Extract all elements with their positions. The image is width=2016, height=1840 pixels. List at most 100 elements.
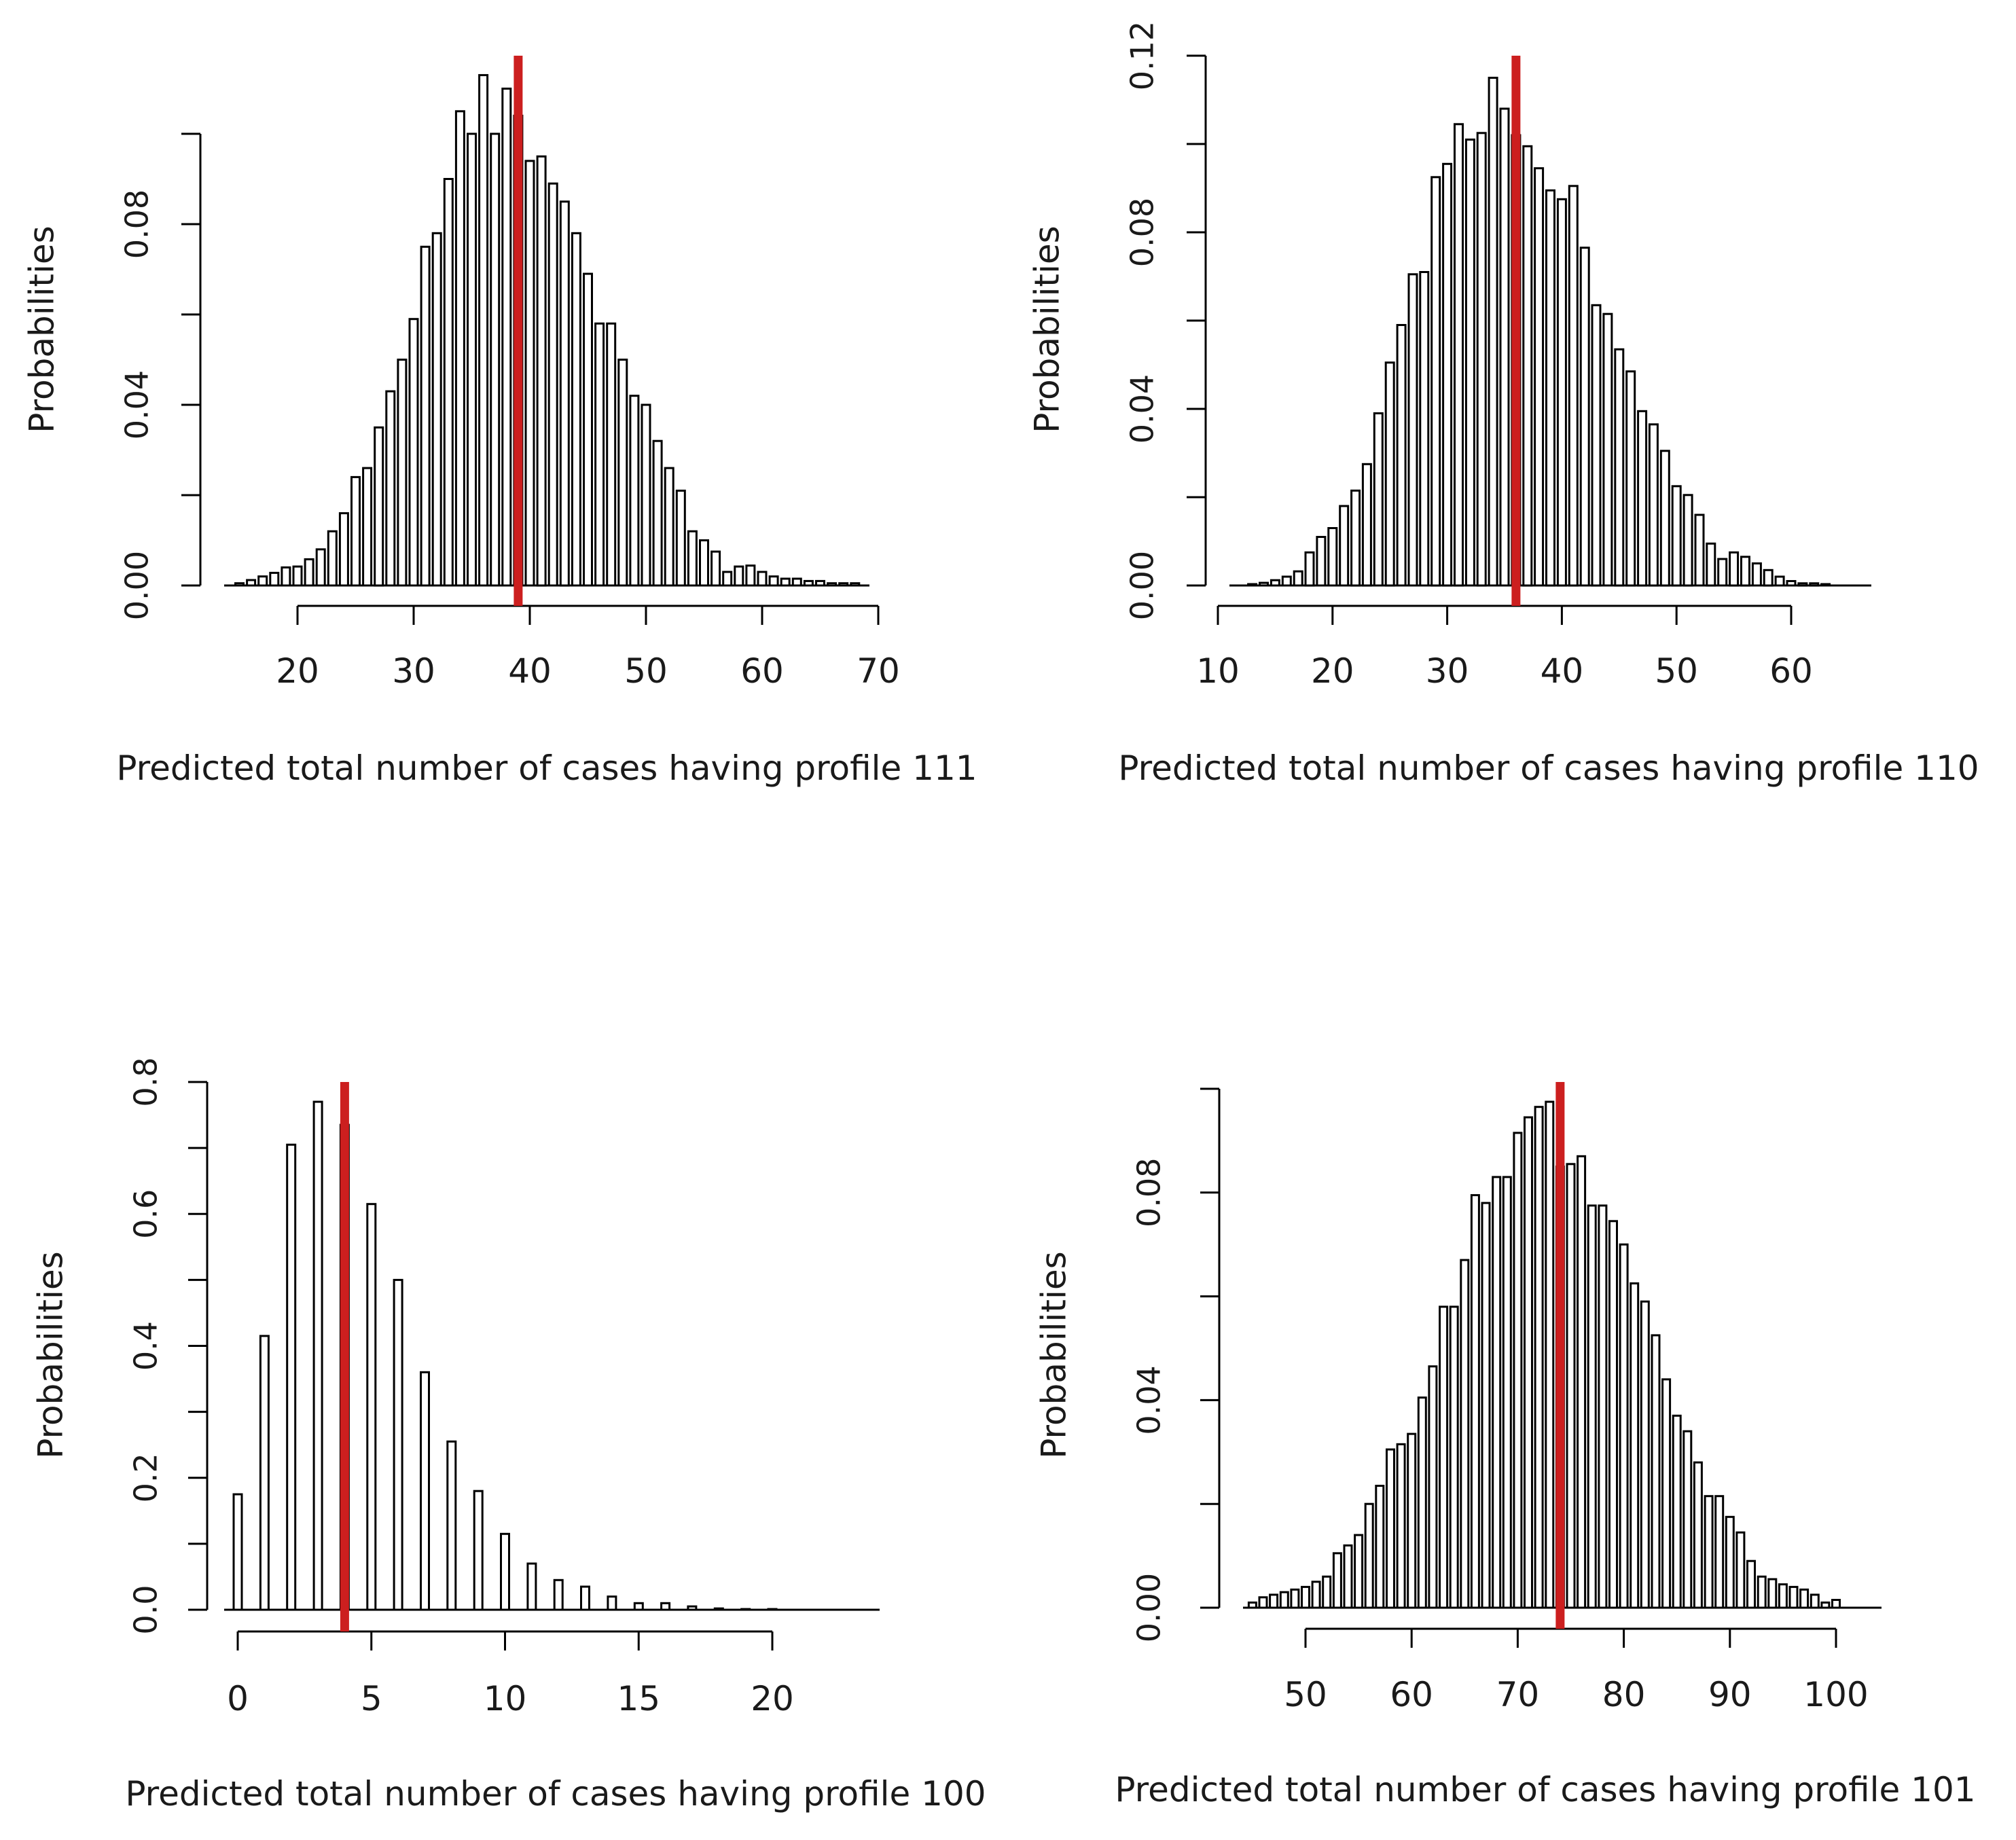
bar	[385, 390, 396, 587]
bar	[1364, 1502, 1374, 1609]
bar	[259, 1335, 270, 1611]
bar	[734, 565, 744, 587]
bar	[1279, 1591, 1289, 1609]
bar	[757, 571, 768, 587]
bar	[553, 1579, 564, 1611]
x-tick-label: 60	[1769, 651, 1813, 691]
x-tick-label: 60	[1390, 1675, 1433, 1714]
y-tick-label: 0.6	[128, 1189, 164, 1239]
chart-panel-bottom-left: 0.0 0.2 0.4 0.6 0.8 0 5 10 15 20 Predicted total n…	[31, 1057, 986, 1814]
bar	[286, 1143, 297, 1611]
x-axis-label: Predicted total number of cases having p…	[1115, 1770, 1975, 1809]
bar	[1591, 304, 1602, 587]
bar	[1361, 463, 1372, 587]
bar	[1648, 423, 1659, 587]
bar	[1499, 107, 1510, 587]
bar	[1778, 1583, 1788, 1609]
bar	[1693, 1461, 1703, 1609]
bar	[374, 426, 384, 587]
bar	[1725, 1515, 1735, 1609]
y-axis-label: Probabilities	[31, 1251, 71, 1458]
bar	[1714, 1495, 1725, 1609]
bar	[1417, 1396, 1427, 1609]
bar	[1706, 542, 1716, 587]
bar	[536, 155, 547, 587]
bar	[257, 575, 268, 587]
bar	[1281, 575, 1292, 587]
bar	[580, 1585, 590, 1611]
bar	[1301, 1585, 1310, 1609]
y-tick-label: 0.8	[128, 1057, 164, 1106]
bar	[559, 200, 570, 587]
bar	[1545, 1100, 1555, 1609]
x-tick-label: 0	[227, 1679, 249, 1718]
bar	[1545, 189, 1555, 587]
bar	[1602, 312, 1613, 587]
bar	[408, 318, 419, 587]
bar	[1439, 1305, 1449, 1609]
bar	[1587, 1204, 1597, 1609]
x-tick-label: 70	[857, 651, 900, 691]
bar	[1717, 558, 1728, 587]
bar	[393, 1278, 403, 1611]
bar	[664, 467, 674, 587]
bar	[1757, 1575, 1767, 1609]
bar	[1577, 1155, 1587, 1609]
bar	[315, 548, 326, 587]
bar	[1430, 176, 1441, 587]
y-axis-label: Probabilities	[22, 226, 62, 433]
bar	[1614, 348, 1625, 587]
bar	[722, 571, 733, 587]
bar	[431, 232, 442, 587]
bar	[1354, 1534, 1364, 1609]
bar	[594, 322, 605, 587]
bar	[232, 1493, 243, 1611]
bar	[1470, 1194, 1480, 1609]
bar	[1502, 1176, 1512, 1609]
bar	[1799, 1588, 1810, 1609]
x-tick-label: 5	[361, 1679, 382, 1718]
bar	[366, 1203, 377, 1611]
bar	[397, 359, 408, 587]
bar	[652, 439, 663, 587]
bar	[1339, 505, 1350, 587]
y-axis-label: Probabilities	[1028, 226, 1067, 433]
x-tick-label: 20	[1311, 651, 1354, 691]
bar	[1442, 162, 1453, 587]
bar	[1740, 556, 1750, 587]
bar	[745, 564, 756, 587]
bar	[1384, 361, 1395, 587]
bar	[1304, 551, 1315, 587]
bar	[1327, 527, 1338, 587]
bar	[1316, 536, 1327, 587]
bar	[617, 359, 628, 587]
bar	[1774, 575, 1785, 587]
x-tick-label: 50	[624, 651, 668, 691]
bar	[420, 1371, 430, 1611]
bar	[1619, 1243, 1629, 1609]
bar	[1735, 1531, 1746, 1609]
bar	[501, 88, 512, 587]
chart-panel-top-right: 0.00 0.04 0.08 0.12 10 20 30 40 50 60 Predicted to…	[1028, 21, 1979, 788]
bar	[1396, 1443, 1406, 1609]
x-axis-label: Predicted total number of cases having p…	[116, 748, 977, 788]
bar	[269, 571, 280, 587]
y-axis-label: Probabilities	[1034, 1251, 1074, 1458]
bar	[281, 566, 291, 587]
bar	[1637, 410, 1648, 587]
bar	[1460, 1259, 1470, 1609]
bar	[1375, 1485, 1385, 1609]
bar	[1269, 1593, 1279, 1609]
bar	[641, 403, 651, 587]
bar	[350, 475, 361, 587]
bar	[1428, 1365, 1438, 1609]
bar	[1522, 145, 1533, 587]
bar	[1419, 271, 1430, 587]
chart-panel-top-left: 0.00 0.04 0.08 20 30 40 50 60 70 Predicted total …	[22, 56, 977, 788]
x-tick-label: 15	[617, 1679, 660, 1718]
x-tick-label: 100	[1803, 1675, 1868, 1714]
bar	[1293, 570, 1303, 587]
bar	[571, 232, 581, 587]
